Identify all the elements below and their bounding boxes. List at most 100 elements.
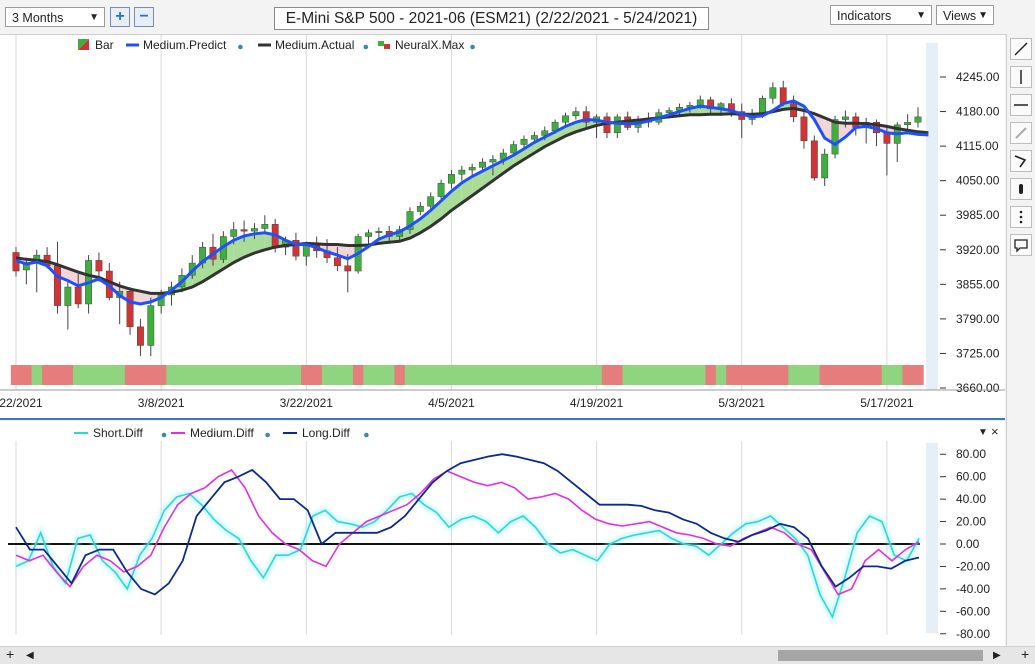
- horizontal-line-tool-button[interactable]: [1010, 94, 1032, 116]
- candle-body: [842, 117, 848, 120]
- y-tick-label: 80.00: [956, 447, 986, 461]
- neuralx-bar: [695, 365, 706, 385]
- candle-body: [780, 88, 786, 104]
- candle-body: [65, 287, 71, 306]
- candle-body: [251, 229, 257, 232]
- vertical-line-tool-button[interactable]: [1010, 66, 1032, 88]
- neuralx-bar: [674, 365, 685, 385]
- scroll-right-icon[interactable]: ▶: [993, 648, 1001, 663]
- annotation-tool-button[interactable]: [1010, 234, 1032, 256]
- neuralx-bar: [768, 365, 779, 385]
- candle-body: [915, 117, 921, 122]
- x-tick-label: 2/22/2021: [0, 396, 43, 410]
- neuralx-bar: [270, 365, 281, 385]
- x-tick-label: 4/19/2021: [570, 396, 624, 410]
- close-panel-icon[interactable]: ×: [991, 424, 999, 439]
- neuralx-bar: [405, 365, 416, 385]
- neuralx-bar: [871, 365, 882, 385]
- zoom-in-button[interactable]: +: [110, 7, 130, 27]
- neuralx-bar: [311, 365, 322, 385]
- diff-panel[interactable]: 80.00 60.00 40.00 20.00 0.00 -20.00 -40.00 -60.…: [0, 421, 1005, 646]
- scroll-left-icon[interactable]: ◀: [26, 648, 34, 663]
- neuralx-bar: [778, 365, 789, 385]
- neuralx-bar: [415, 365, 426, 385]
- price-x-axis: 2/22/20213/8/20213/22/20214/5/20214/19/2…: [0, 390, 1005, 410]
- neuralx-bar: [467, 365, 478, 385]
- neuralx-bar: [809, 365, 820, 385]
- neuralx-bar: [135, 365, 146, 385]
- marker-tool-button[interactable]: [1010, 178, 1032, 200]
- neuralx-bar: [882, 365, 893, 385]
- diff-legend: Short.Diff Medium.Diff Long.Diff: [74, 426, 369, 440]
- neuralx-bar: [249, 365, 260, 385]
- indicators-select[interactable]: Indicators ▼: [830, 5, 932, 25]
- candle-body: [531, 135, 537, 139]
- price-chart[interactable]: 4245.00 4180.00 4115.00 4050.00 3985.00 3920.…: [0, 35, 1005, 418]
- long-diff-line: [16, 454, 919, 594]
- neuralx-bar: [705, 365, 716, 385]
- neuralx-bar: [114, 365, 125, 385]
- neuralx-bar: [913, 365, 924, 385]
- y-tick-label: 3790.00: [956, 312, 1000, 326]
- ray-icon: [1011, 151, 1031, 171]
- price-panel[interactable]: 4245.00 4180.00 4115.00 4050.00 3985.00 3920.…: [0, 35, 1005, 418]
- neuralx-bar: [643, 365, 654, 385]
- more-tools-button[interactable]: [1010, 206, 1032, 228]
- legend-info-dot: [470, 45, 475, 50]
- scroll-thumb[interactable]: [778, 650, 983, 661]
- plus-icon[interactable]: +: [1021, 647, 1029, 662]
- plus-icon[interactable]: +: [6, 647, 14, 662]
- diagonal-line-icon: [1011, 39, 1031, 59]
- y-tick-label: 4180.00: [956, 105, 1000, 119]
- neuralx-bar: [363, 365, 374, 385]
- legend-label: Medium.Predict: [143, 38, 227, 52]
- price-gridlines: [16, 35, 938, 390]
- panel-controls: ▼ ×: [978, 424, 999, 439]
- neuralx-bar: [301, 365, 312, 385]
- candle-body: [490, 159, 496, 162]
- pencil-tool-button[interactable]: [1010, 122, 1032, 144]
- candle-body: [469, 167, 475, 170]
- trendline-tool-button[interactable]: [1010, 38, 1032, 60]
- candle-body: [303, 246, 309, 257]
- neuralx-bar: [685, 365, 696, 385]
- neuralx-bar: [291, 365, 302, 385]
- period-value: 3 Months: [12, 11, 63, 25]
- candle-body: [365, 233, 371, 237]
- diff-lines: [16, 454, 919, 617]
- neuralx-bar: [820, 365, 831, 385]
- y-tick-label: -80.00: [956, 627, 990, 641]
- neuralx-bars: [11, 365, 924, 385]
- y-tick-label: -60.00: [956, 604, 990, 618]
- neuralx-bar: [892, 365, 903, 385]
- candle-body: [521, 139, 527, 144]
- neuralx-bar: [42, 365, 53, 385]
- panel-divider[interactable]: [0, 418, 1005, 420]
- y-tick-label: 3660.00: [956, 381, 1000, 395]
- ray-tool-button[interactable]: [1010, 150, 1032, 172]
- neuralx-bar: [716, 365, 727, 385]
- diff-y-axis: 80.0060.0040.0020.000.00-20.00-40.00-60.…: [940, 447, 990, 641]
- panel-menu-icon[interactable]: ▼: [978, 427, 988, 438]
- neuralx-bar: [63, 365, 74, 385]
- zoom-out-button[interactable]: −: [134, 7, 154, 27]
- price-lines: [16, 101, 928, 304]
- candle-body: [697, 100, 703, 105]
- horizontal-line-icon: [1011, 95, 1031, 115]
- price-legend: Bar Medium.Predict Medium.Actual NeuralX.Ma…: [78, 38, 475, 52]
- y-tick-label: 3920.00: [956, 243, 1000, 257]
- price-scroll-strip: [926, 43, 938, 390]
- views-select[interactable]: Views ▼: [936, 5, 994, 25]
- views-label: Views: [943, 9, 976, 23]
- toolbar: 3 Months ▼ + − E-Mini S&P 500 - 2021-06 (…: [0, 0, 1035, 35]
- price-y-axis: 4245.00 4180.00 4115.00 4050.00 3985.00 3920.…: [940, 70, 1000, 395]
- diff-chart[interactable]: 80.00 60.00 40.00 20.00 0.00 -20.00 -40.00 -60.…: [0, 421, 1005, 646]
- neuralx-bar: [436, 365, 447, 385]
- horizontal-scrollbar[interactable]: + ◀ ▶ +: [0, 646, 1035, 664]
- candle-body: [448, 174, 454, 183]
- candle-body: [510, 145, 516, 154]
- neuralx-bar: [353, 365, 364, 385]
- period-select[interactable]: 3 Months ▼: [5, 7, 105, 27]
- neuralx-bar: [52, 365, 63, 385]
- x-tick-label: 3/22/2021: [280, 396, 334, 410]
